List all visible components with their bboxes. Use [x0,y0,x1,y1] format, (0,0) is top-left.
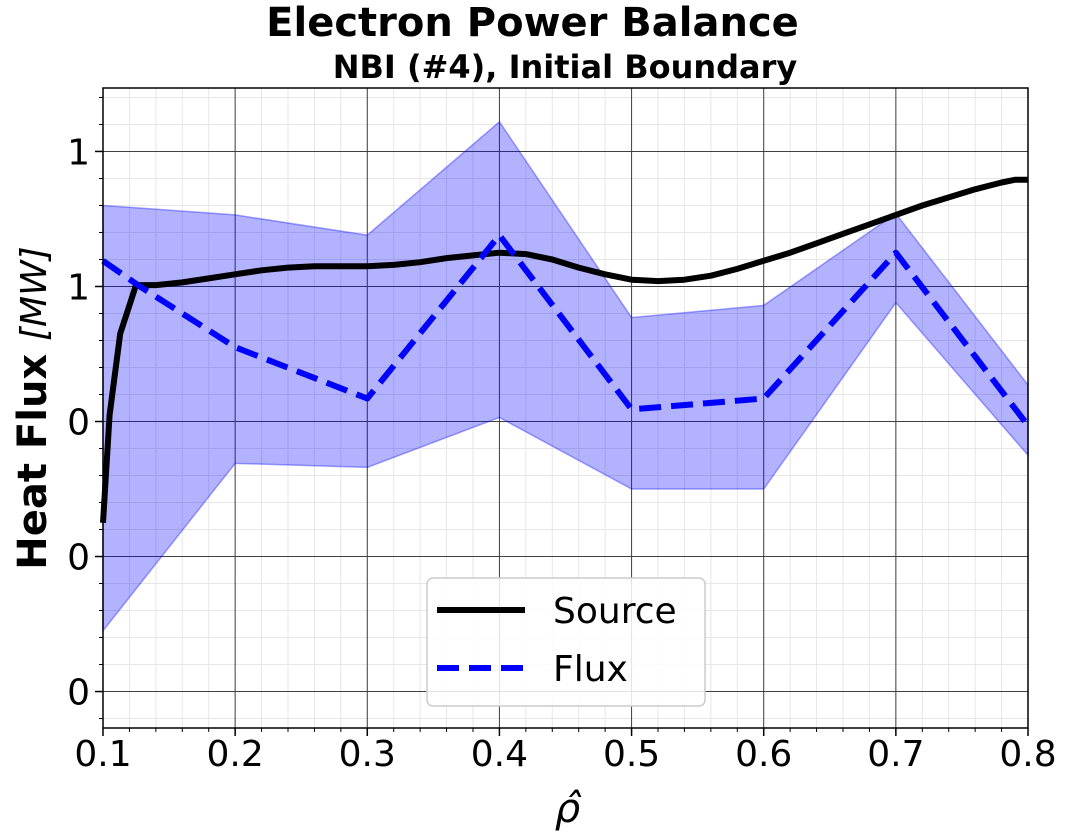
x-tick-label: 0.2 [207,734,264,775]
y-tick-label: 0 [67,538,90,579]
x-tick-label: 0.3 [339,734,396,775]
plot-frame [102,87,1029,729]
flux-uncertainty-band [102,120,1029,633]
legend: Source Flux [426,577,706,707]
x-tick-label: 0.8 [999,734,1056,775]
x-tick-label: 0.7 [867,734,924,775]
legend-label-flux: Flux [553,649,628,690]
uncertainty-band-layer [102,120,1029,633]
axis-ticks [95,96,1029,736]
tick-labels: 0.1 0.2 0.3 0.4 0.5 0.6 0.7 0.8 0 0 0 1 1 [67,132,1057,775]
x-tick-label: 0.6 [735,734,792,775]
y-tick-label: 0 [67,403,90,444]
x-tick-label: 0.1 [74,734,131,775]
series-flux-line [101,232,1031,428]
axis-labels: Heat Flux [MW] ρ̂ [10,246,582,832]
chart-title: Electron Power Balance [266,0,799,46]
chart-subtitle: NBI (#4), Initial Boundary [332,48,798,86]
y-tick-label: 1 [67,267,90,308]
y-axis-label: Heat Flux [MW] [10,246,56,569]
y-tick-label: 0 [67,673,90,714]
series-layer [100,176,1031,523]
x-axis-label: ρ̂ [555,786,582,832]
y-tick-label: 1 [67,132,90,173]
legend-label-source: Source [553,591,677,632]
series-source-line [100,176,1028,523]
x-tick-label: 0.5 [603,734,660,775]
x-tick-label: 0.4 [471,734,528,775]
